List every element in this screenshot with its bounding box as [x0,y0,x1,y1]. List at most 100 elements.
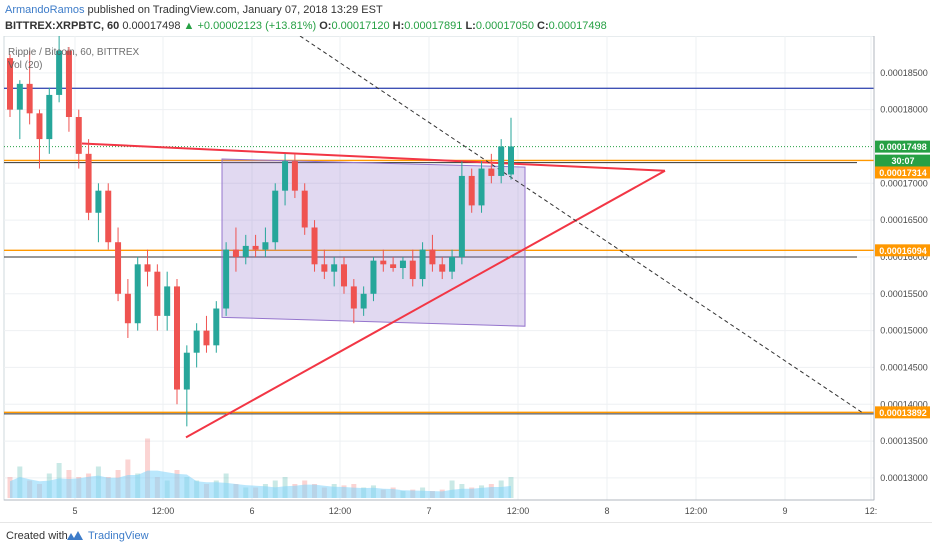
range-box [221,158,526,327]
time-tick-label: 7 [426,506,431,516]
candle-body [213,308,220,346]
price-tick-label: 0.00016000 [880,252,928,262]
candle-body [183,352,190,390]
open-label: O: [319,20,332,32]
candle-body [311,227,318,265]
close-label: C: [537,20,549,32]
price-tag [875,244,930,257]
candle-body [26,83,33,114]
candle-body [223,249,230,309]
time-tick-label: 12:00 [329,506,352,516]
price-tag [875,166,930,179]
candle-body [242,245,249,257]
price-tag [875,140,930,153]
candle-body [429,249,436,265]
candle-body [75,117,82,154]
high-value: 0.00017891 [404,20,463,32]
chart-header: ArmandoRamos published on TradingView.co… [0,0,932,36]
candle-body [419,249,426,280]
candle-body [95,190,102,213]
candle-body [174,286,180,390]
candle-body [399,260,406,268]
author-link[interactable]: ArmandoRamos [5,4,85,16]
time-tick-label: 6 [249,506,254,516]
volume-bar [145,438,151,498]
price-tag-label: 0.00017498 [879,142,927,152]
legend-indicator: Vol (20) [8,60,43,71]
time-tick-label: 12: [865,506,878,516]
candle-body [164,286,171,316]
candle-body [115,242,122,294]
price-tag-label: 0.00016094 [879,246,927,256]
candle-body [488,168,495,176]
resistance-trendline [81,142,666,172]
last-price: 0.00017498 [122,20,181,32]
time-tick-label: 8 [604,506,609,516]
price-tick-label: 0.00015000 [880,326,928,336]
candle-body [331,264,338,272]
candle-body [439,264,446,272]
candle-body [360,293,367,309]
candle-body [56,50,63,95]
tradingview-link[interactable]: TradingView [88,530,149,542]
price-chart[interactable]: 0.00018500 0.00018000 0.00017000 0.00016500… [0,36,932,522]
candle-body [134,264,141,324]
price-tick-label: 0.00013500 [880,436,928,446]
price-tick-label: 0.00016500 [880,215,928,225]
candle-body [46,94,53,140]
close-value: 0.00017498 [548,20,607,32]
price-tick-label: 0.00017000 [880,178,928,188]
price-tick-label: 0.00014000 [880,399,928,409]
candle-body [341,264,347,287]
publish-line: ArmandoRamos published on TradingView.co… [5,4,383,16]
candle-body [85,153,92,213]
price-tag-label: 0.00013892 [879,408,927,418]
footer: Created with TradingView [0,522,932,551]
candle-body [144,264,151,272]
time-tick-label: 12:00 [685,506,708,516]
candle-body [252,245,259,250]
candle-body [468,175,475,206]
candle-body [498,146,505,176]
candle-body [321,264,328,272]
price-tick-label: 0.00014500 [880,362,928,372]
candle-body [301,190,308,228]
volume-bar [449,480,455,498]
candle-body [232,249,239,257]
volume-ma-area [10,470,511,498]
candle-body [193,330,200,353]
low-value: 0.00017050 [475,20,534,32]
price-tag [875,406,930,419]
ohlc-line: BITTREX:XRPBTC, 60 0.00017498 ▲ +0.00002… [5,20,607,32]
created-with-label: Created with [6,530,68,542]
price-axis-bg [874,36,932,500]
price-tag-label: 30:07 [891,156,914,166]
price-tick-label: 0.00018500 [880,68,928,78]
open-value: 0.00017120 [331,20,390,32]
price-tag-label: 0.00017314 [879,168,927,178]
support-trendline [185,169,666,439]
candle-body [7,58,13,110]
candle-body [282,161,289,191]
low-label: L: [465,20,476,32]
time-tick-label: 9 [782,506,787,516]
candle-body [262,242,269,250]
price-tick-label: 0.00018000 [880,105,928,115]
time-tick-label: 12:00 [507,506,530,516]
candle-body [291,161,298,191]
candle-body [370,260,377,294]
candle-body [203,330,210,346]
price-tick-label: 0.00013000 [880,473,928,483]
time-tick-label: 5 [72,506,77,516]
time-tick-label: 12:00 [152,506,175,516]
candle-body [508,146,514,175]
tradingview-logo-icon [67,531,83,540]
candle-body [105,190,112,243]
candle-body [390,264,397,268]
candle-body [409,260,416,280]
price-tick-label: 0.00015500 [880,289,928,299]
candle-body [124,293,131,324]
candle-body [36,113,43,140]
candle-body [458,175,465,257]
candle-body [449,256,456,272]
